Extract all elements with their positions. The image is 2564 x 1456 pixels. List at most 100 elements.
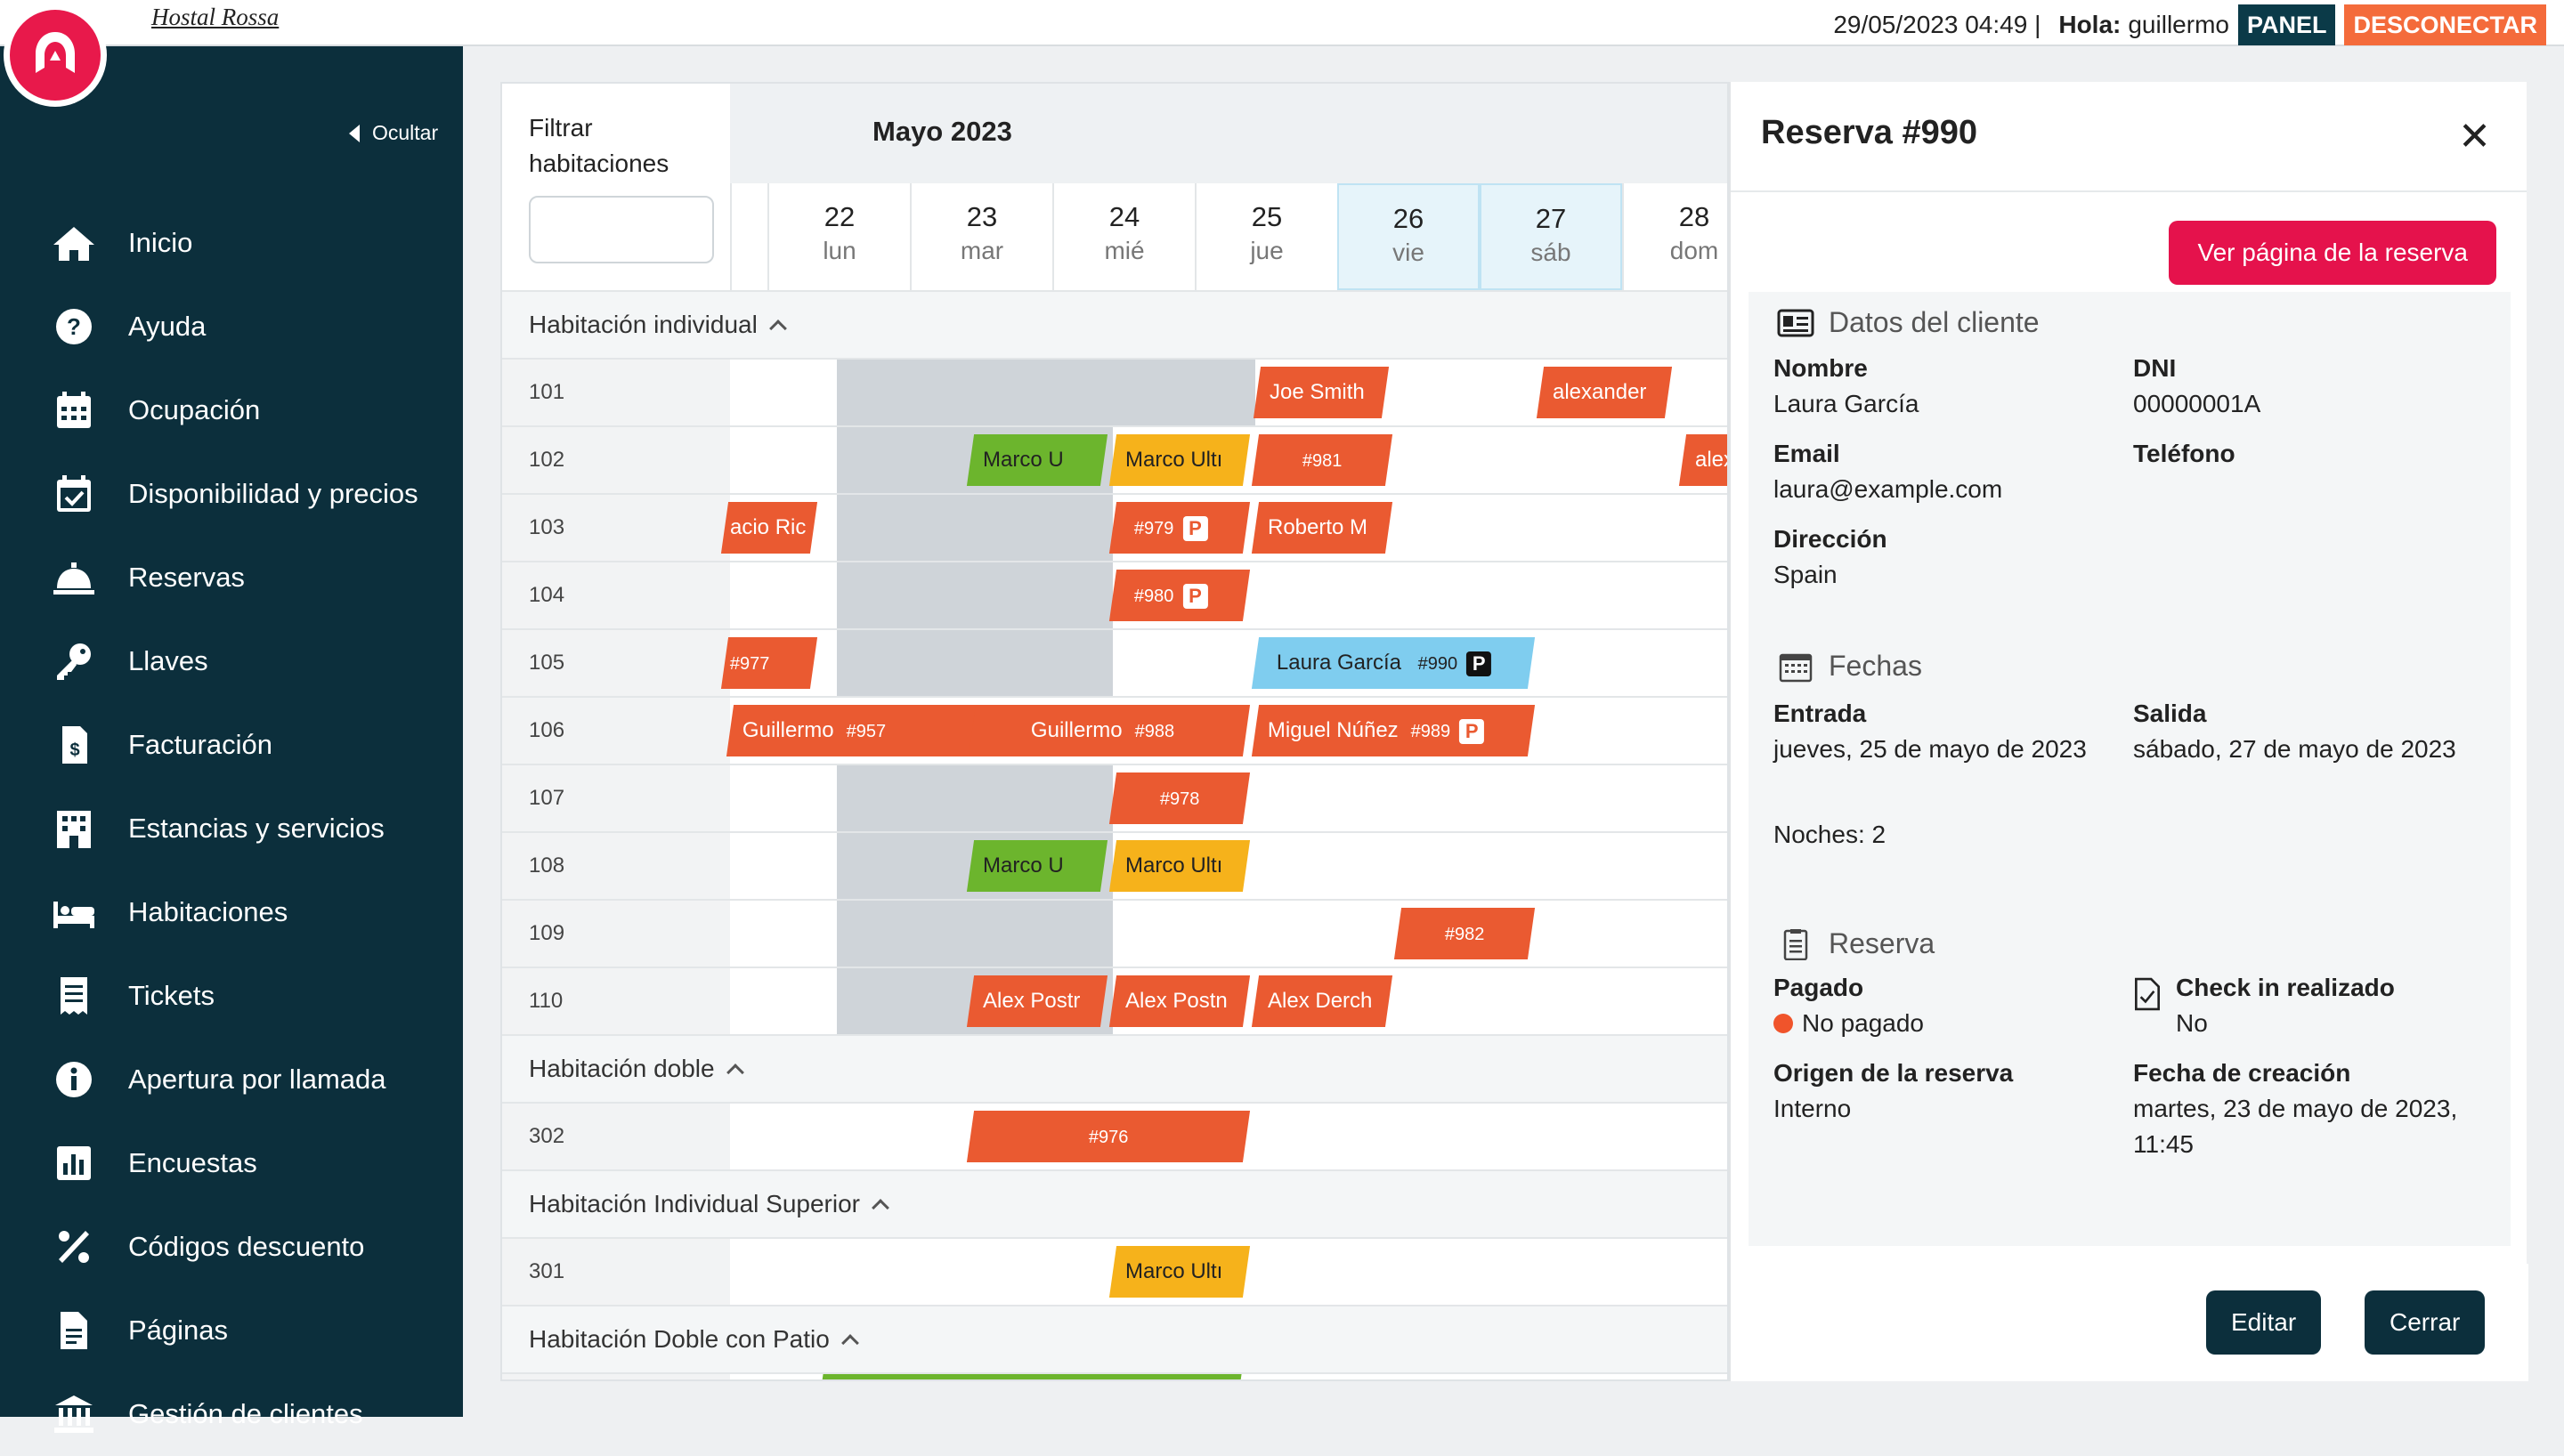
section-header[interactable]: Habitación Doble con Patio — [502, 1305, 1727, 1372]
day-number: 23 — [966, 201, 998, 232]
sidebar-item-ocupacion[interactable]: Ocupación — [0, 368, 463, 452]
section-header[interactable]: Habitación individual — [502, 290, 1727, 358]
room-row: 105 #977 Laura García #990 P — [502, 628, 1727, 696]
sidebar-item-clientes[interactable]: Gestión de clientes — [0, 1372, 463, 1456]
email-field: Email laura@example.com — [1773, 436, 2002, 507]
booking-bar[interactable]: Alex Postr — [966, 975, 1108, 1027]
logout-button[interactable]: DESCONECTAR — [2344, 4, 2546, 45]
sidebar-item-label: Habitaciones — [128, 896, 288, 927]
booking-label: acio Ric — [730, 515, 807, 539]
booking-bar[interactable]: #977 — [720, 637, 818, 689]
edit-button[interactable]: Editar — [2206, 1290, 2322, 1355]
chevron-up-icon — [872, 1199, 889, 1217]
sidebar-item-label: Tickets — [128, 980, 215, 1011]
sidebar-item-label: Llaves — [128, 645, 208, 676]
booking-bar[interactable]: Marco Ultı — [1108, 1246, 1251, 1298]
checkin-done-field: Check in realizado No — [2133, 970, 2395, 1041]
booking-bar[interactable]: Miguel Núñez #989 P — [1251, 705, 1536, 756]
sidebar-item-label: Inicio — [128, 227, 193, 258]
booking-bar[interactable]: Roberto M — [1251, 502, 1393, 554]
booking-bar[interactable]: Marco Ultı — [1108, 434, 1251, 486]
sidebar-item-inicio[interactable]: Inicio — [0, 201, 463, 285]
sidebar-item-label: Apertura por llamada — [128, 1064, 386, 1095]
field-value: jueves, 25 de mayo de 2023 — [1773, 735, 2087, 763]
room-filter-input[interactable] — [529, 196, 714, 263]
field-value: 00000001A — [2133, 390, 2261, 417]
field-label: Nombre — [1773, 354, 1868, 382]
svg-text:$: $ — [69, 740, 79, 760]
booking-bar[interactable]: Marco U — [966, 434, 1108, 486]
room-number — [502, 1374, 730, 1379]
booking-bar[interactable]: alex — [1678, 434, 1729, 486]
receipt-icon — [61, 977, 87, 1015]
app-logo[interactable] — [4, 4, 107, 107]
booking-bar[interactable]: #978 — [1108, 772, 1251, 824]
panel-button[interactable]: PANEL — [2237, 4, 2336, 45]
booking-label: Marco Ultı — [1125, 853, 1223, 878]
sidebar-item-disponibilidad[interactable]: Disponibilidad y precios — [0, 452, 463, 536]
field-label: Fecha de creación — [2133, 1059, 2351, 1087]
parking-badge: P — [1466, 651, 1492, 676]
booking-label: Marco Ultı — [1125, 1259, 1223, 1283]
id-card-icon — [1777, 309, 1814, 336]
section-header[interactable]: Habitación doble — [502, 1034, 1727, 1102]
booking-id: #979 — [1133, 519, 1174, 538]
bell-icon — [53, 562, 94, 595]
day-number: 26 — [1392, 203, 1424, 234]
booking-bar[interactable]: Alex Derch — [1251, 975, 1393, 1027]
day-column: 23 mar — [910, 183, 1052, 290]
file-check-icon — [2135, 977, 2160, 1011]
day-number: 25 — [1251, 201, 1283, 232]
sidebar-item-llaves[interactable]: Llaves — [0, 619, 463, 703]
room-number: 107 — [502, 765, 730, 831]
view-reservation-page-button[interactable]: Ver página de la reserva — [2169, 221, 2496, 285]
booking-bar[interactable]: #981 — [1251, 434, 1393, 486]
sidebar-item-label: Ocupación — [128, 394, 261, 425]
checkout-date-field: Salida sábado, 27 de mayo de 2023 — [2133, 696, 2471, 767]
booking-bar[interactable]: #979 P — [1108, 502, 1251, 554]
booking-bar[interactable]: Marco U — [966, 840, 1108, 892]
sidebar-item-codigos[interactable]: Códigos descuento — [0, 1205, 463, 1289]
booking-bar[interactable]: #980 P — [1108, 570, 1251, 621]
field-label: Dirección — [1773, 525, 1887, 553]
blocked-period — [837, 562, 1113, 628]
hotel-name-link[interactable]: Hostal Rossa — [151, 4, 280, 30]
booking-bar-selected[interactable]: Laura García #990 P — [1251, 637, 1536, 689]
room-number: 105 — [502, 630, 730, 696]
close-button[interactable]: Cerrar — [2365, 1290, 2486, 1355]
room-row: 108 Marco U Marco Ultı — [502, 831, 1727, 899]
section-header[interactable]: Habitación Individual Superior — [502, 1169, 1727, 1237]
close-icon[interactable]: ✕ — [2458, 115, 2491, 158]
booking-bar[interactable]: Guillermo #988 — [968, 705, 1251, 756]
building-icon — [57, 811, 91, 848]
booking-bar[interactable]: Joe Smith — [1253, 367, 1390, 418]
booking-bar[interactable]: #976 — [966, 1111, 1251, 1162]
booking-label: Marco U — [983, 448, 1064, 472]
booking-bar[interactable]: #982 — [1393, 908, 1536, 959]
sidebar-item-facturacion[interactable]: $ Facturación — [0, 703, 463, 787]
field-label: DNI — [2133, 354, 2177, 382]
booking-bar[interactable]: Alex Postn — [1108, 975, 1251, 1027]
sidebar-item-apertura[interactable]: Apertura por llamada — [0, 1038, 463, 1121]
field-value: martes, 23 de mayo de 2023, 11:45 — [2133, 1095, 2458, 1158]
filter-label: Filtrar habitaciones — [529, 114, 669, 177]
booking-label: Joe Smith — [1270, 380, 1365, 404]
booking-label: alex — [1695, 448, 1729, 472]
sidebar-item-paginas[interactable]: Páginas — [0, 1289, 463, 1372]
sidebar-item-estancias[interactable]: Estancias y servicios — [0, 787, 463, 870]
day-number: 28 — [1678, 201, 1710, 232]
home-icon — [53, 227, 94, 261]
room-row: 107 #978 — [502, 764, 1727, 831]
sidebar-item-habitaciones[interactable]: Habitaciones — [0, 870, 463, 954]
booking-bar[interactable]: acio Ric — [720, 502, 818, 554]
sidebar-item-reservas[interactable]: Reservas — [0, 536, 463, 619]
sidebar-item-encuestas[interactable]: Encuestas — [0, 1121, 463, 1205]
booking-bar[interactable]: alexander — [1536, 367, 1673, 418]
sidebar-item-ayuda[interactable]: ? Ayuda — [0, 285, 463, 368]
booking-bar[interactable] — [822, 1374, 1242, 1379]
field-label: Pagado — [1773, 974, 1864, 1001]
sidebar-item-tickets[interactable]: Tickets — [0, 954, 463, 1038]
booking-id: #989 — [1410, 722, 1451, 741]
hide-sidebar-button[interactable]: Ocultar — [349, 121, 438, 145]
booking-bar[interactable]: Marco Ultı — [1108, 840, 1251, 892]
